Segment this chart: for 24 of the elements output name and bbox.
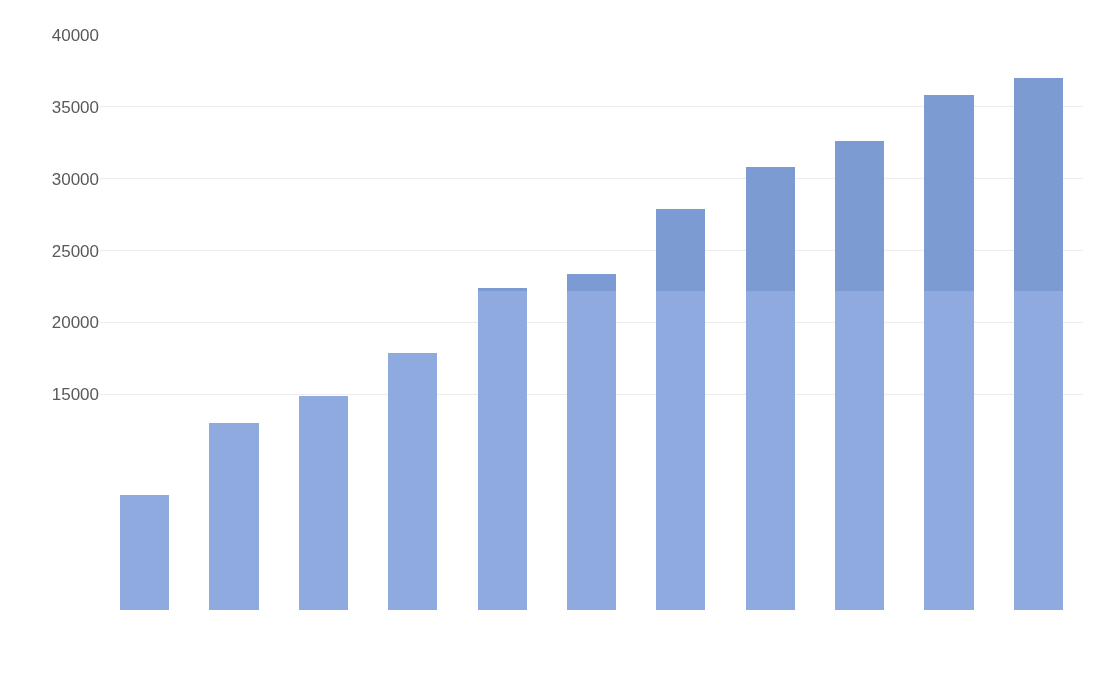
bar — [656, 208, 706, 291]
bar — [924, 290, 974, 610]
bar — [388, 352, 438, 610]
bar — [656, 290, 706, 610]
bar — [566, 273, 617, 291]
bar — [477, 290, 527, 610]
bar — [1013, 78, 1063, 291]
y-tick-label: 20000 — [51, 313, 99, 333]
y-tick-label: 40000 — [51, 25, 99, 45]
bar — [477, 288, 527, 291]
bar — [120, 495, 170, 610]
bar — [835, 290, 885, 610]
bar — [835, 141, 885, 291]
bar — [745, 167, 795, 291]
y-tick-label: 25000 — [51, 241, 99, 261]
y-tick-label: 30000 — [51, 169, 99, 189]
y-tick-label: 35000 — [51, 97, 99, 117]
y-tick-label: 15000 — [51, 385, 99, 405]
bar — [745, 290, 795, 610]
bar — [566, 290, 617, 610]
bar — [1013, 290, 1063, 610]
bar — [298, 395, 348, 610]
bar — [924, 95, 974, 291]
bar — [209, 423, 259, 610]
